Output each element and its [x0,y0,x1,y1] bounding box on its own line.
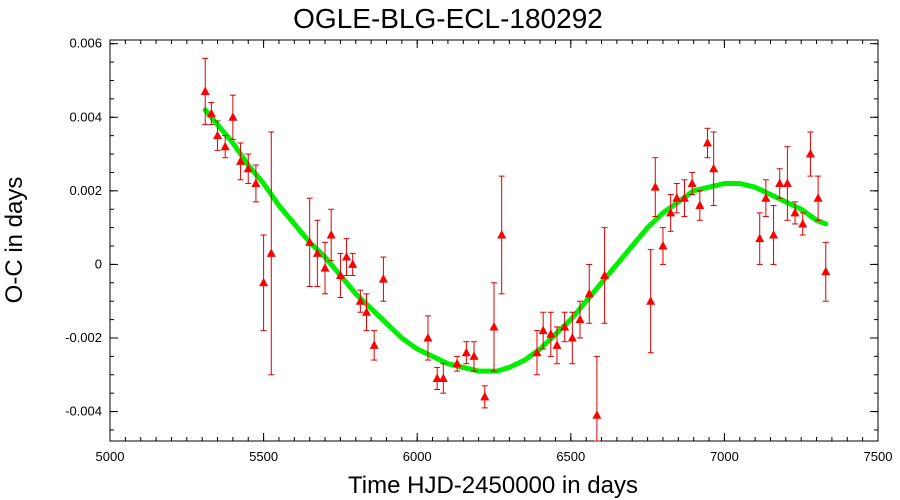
data-point [206,108,216,118]
data-point [497,229,507,239]
data-point [438,373,448,382]
data-point [326,229,336,239]
y-tick-label: 0.004 [69,109,102,124]
data-point [532,347,542,357]
data-point [355,296,365,305]
data-point [646,296,656,305]
y-tick-label: -0.002 [65,330,102,345]
data-point [480,391,490,401]
data-point [538,325,548,335]
data-point [592,410,602,419]
data-point [469,351,479,360]
data-point [805,149,815,158]
data-point [575,314,585,324]
data-point [266,248,276,257]
data-point [658,241,668,250]
fit-curve [202,107,829,374]
data-point [200,86,210,96]
data-point [790,207,800,217]
data-point [755,233,765,243]
data-point [546,329,556,338]
x-tick-label: 7000 [710,449,739,464]
data-point [775,178,785,187]
data-point [335,270,345,279]
data-point [552,340,562,349]
data-point [452,358,462,368]
data-point [782,178,792,187]
y-axis: 0.006 0.004 0.002 0 -0.002 -0.004 [65,36,878,431]
y-axis-label: O-C in days [1,177,28,304]
x-tick-label: 5500 [249,449,278,464]
data-point [600,270,610,279]
data-point [560,321,570,331]
x-axis: 5000 5500 6000 6500 7000 7500 [96,40,893,464]
data-point [761,193,771,202]
data-point [584,288,594,298]
data-point [220,141,230,151]
data-point [312,248,322,257]
data-point [251,178,261,187]
data-point [695,200,705,210]
x-axis-label: Time HJD-2450000 in days [348,472,638,499]
data-point [213,130,223,140]
data-point [423,332,433,342]
data-point [703,138,713,147]
data-point [666,207,676,217]
x-tick-label: 7500 [864,449,893,464]
data-point [243,163,253,173]
data-point [320,263,330,272]
y-tick-label: 0.002 [69,183,102,198]
data-point [259,277,269,287]
data-point [432,373,442,382]
fit-curve-group [202,107,829,374]
data-point [378,274,388,283]
data-point [228,112,238,121]
data-point [798,218,808,228]
x-tick-label: 5000 [96,449,125,464]
x-tick-label: 6500 [556,449,585,464]
x-tick-label: 6000 [403,449,432,464]
data-point [650,182,660,191]
y-tick-label: 0.006 [69,36,102,51]
y-tick-label: -0.004 [65,404,102,419]
data-point [679,193,689,202]
data-point [369,340,379,349]
data-point [567,332,577,342]
data-point [672,193,682,202]
data-point [769,229,779,239]
data-point [489,321,499,331]
data-point [687,178,697,187]
y-tick-label: 0 [95,256,102,271]
data-point [236,156,246,165]
data-point [305,237,315,246]
data-point [362,307,372,316]
data-point [813,193,823,202]
data-point [348,259,358,268]
chart-title: OGLE-BLG-ECL-180292 [293,3,603,34]
data-point [342,252,352,261]
data-point [709,163,719,173]
data-point [461,347,471,357]
data-point [821,266,831,276]
data-points-group [200,57,831,442]
